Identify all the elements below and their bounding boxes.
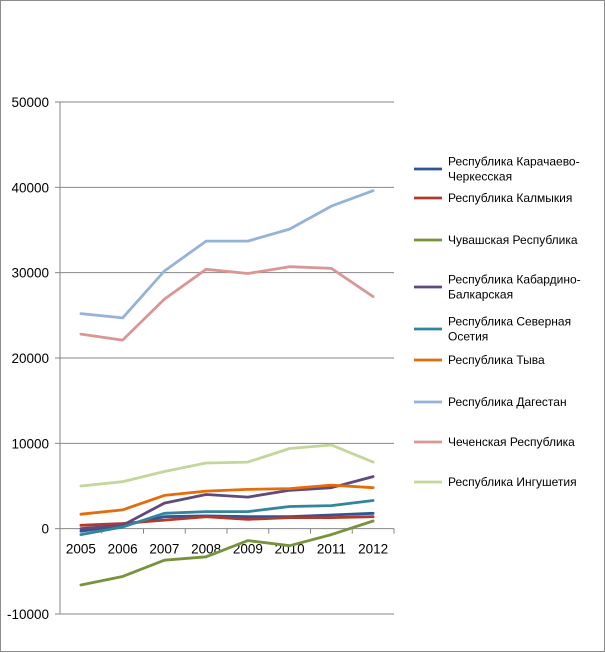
legend-label: Чеченская Республика: [448, 435, 575, 449]
x-tick-label: 2008: [191, 542, 221, 557]
series-layer: [79, 189, 375, 587]
y-tick-label: 50000: [11, 95, 49, 110]
series-line-9: [79, 443, 375, 488]
series-line-4: [79, 475, 375, 531]
series-line-8: [79, 265, 375, 342]
y-tick-label: 30000: [11, 266, 49, 281]
x-tick-label: 2011: [317, 542, 346, 557]
legend-label: Республика Дагестан: [448, 395, 567, 409]
y-tick-label: 0: [41, 522, 49, 537]
x-tick-label: 2009: [233, 542, 263, 557]
series-line-7: [79, 189, 375, 320]
y-tick-label: 40000: [11, 180, 49, 195]
legend-label: Республика Кабардино-Балкарская: [448, 273, 581, 302]
grid-layer: [60, 101, 394, 615]
y-tick-label: 20000: [11, 351, 49, 366]
x-tick-label: 2006: [108, 542, 138, 557]
series-line-3: [79, 519, 375, 587]
legend: Республика Карачаево-Черкесская Республик…: [414, 155, 581, 489]
legend-label: Республика Калмыкия: [448, 191, 572, 205]
legend-label: Республика Ингушетия: [448, 475, 577, 489]
series-line-6: [79, 483, 375, 516]
y-tick-labels: -10000 0 10000 20000 30000 40000 50000: [7, 95, 49, 622]
x-tick-label: 2007: [149, 542, 179, 557]
legend-label: Республика Северная Осетия: [448, 315, 571, 344]
series-line-5: [79, 499, 375, 536]
y-tick-label: -10000: [7, 607, 49, 622]
x-tick-label: 2005: [66, 542, 96, 557]
legend-label: Республика Карачаево-Черкесская: [448, 155, 580, 184]
y-tick-label: 10000: [11, 436, 49, 451]
legend-label: Чувашская Республика: [448, 233, 578, 247]
legend-label: Республика Тыва: [448, 353, 545, 367]
x-tick-label: 2012: [358, 542, 388, 557]
